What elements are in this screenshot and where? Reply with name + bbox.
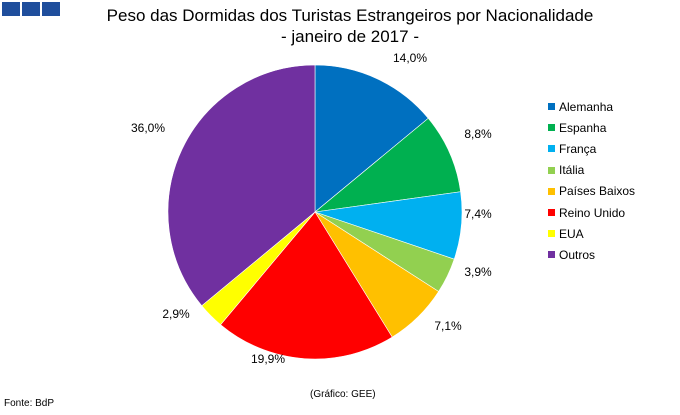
pie-slice-espanha [313, 117, 461, 213]
legend-label: Alemanha [559, 99, 614, 114]
legend: Alemanha Espanha França Itália Países Baixos… [548, 96, 635, 266]
legend-label: Itália [559, 163, 585, 178]
legend-swatch [548, 209, 555, 217]
logo-block-1 [2, 2, 20, 16]
legend-item: Alemanha [548, 96, 635, 117]
legend-swatch [548, 124, 555, 132]
legend-item: Itália [548, 160, 635, 181]
legend-item: EUA [548, 223, 635, 244]
legend-label: EUA [559, 226, 584, 241]
legend-swatch [548, 251, 555, 259]
legend-label: Outros [559, 247, 596, 262]
legend-label: Reino Unido [559, 205, 626, 220]
pie-slice-outros [167, 64, 316, 307]
legend-label: Espanha [559, 120, 607, 135]
data-label-espanha: 8,8% [464, 127, 492, 141]
legend-item: Outros [548, 244, 635, 265]
legend-item: Países Baixos [548, 181, 635, 202]
legend-item: Reino Unido [548, 202, 635, 223]
data-label-eua: 2,9% [162, 307, 190, 321]
source-note: Fonte: BdP [4, 398, 55, 409]
data-label-países-baixos: 7,1% [434, 319, 462, 333]
legend-swatch [548, 230, 555, 238]
legend-label: Países Baixos [559, 184, 636, 199]
data-label-outros: 36,0% [131, 121, 165, 135]
data-label-reino-unido: 19,9% [251, 352, 285, 366]
data-label-itália: 3,9% [464, 265, 492, 279]
pie-slice-reino-unido [220, 211, 393, 360]
chart-subtitle: - janeiro de 2017 - [281, 27, 419, 46]
chart-title: Peso das Dormidas dos Turistas Estrangei… [106, 6, 594, 25]
chart-credit: (Gráfico: GEE) [310, 389, 376, 400]
data-label-frança: 7,4% [464, 207, 492, 221]
legend-item: França [548, 138, 635, 159]
legend-swatch [548, 187, 555, 195]
data-label-alemanha: 14,0% [393, 51, 427, 65]
legend-swatch [548, 166, 555, 174]
legend-swatch [548, 103, 555, 111]
pie-slice-alemanha [314, 64, 429, 213]
logo-block-2 [22, 2, 40, 16]
legend-item: Espanha [548, 117, 635, 138]
legend-swatch [548, 145, 555, 153]
logo-block-3 [42, 2, 60, 16]
legend-label: França [559, 141, 597, 156]
logo [2, 2, 60, 16]
